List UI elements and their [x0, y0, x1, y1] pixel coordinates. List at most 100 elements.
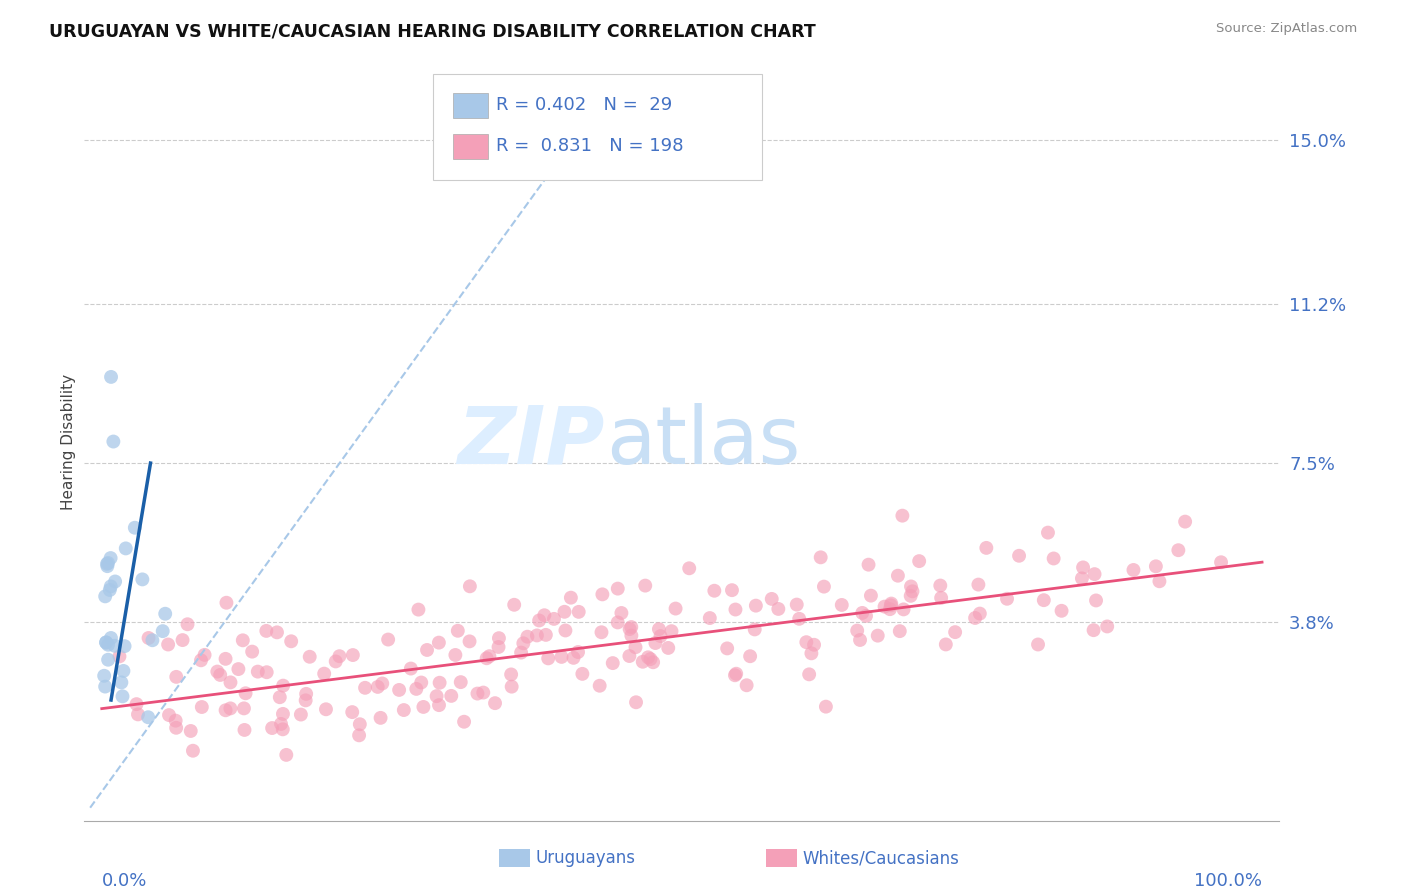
Point	[1050, 604, 1073, 618]
Point	[744, 623, 766, 637]
Point	[965, 611, 987, 625]
Point	[813, 580, 835, 594]
Point	[526, 628, 548, 642]
Point	[484, 696, 506, 710]
Point	[724, 602, 747, 616]
Point	[98, 582, 121, 597]
Point	[745, 599, 768, 613]
Point	[165, 714, 187, 728]
Point	[1095, 619, 1118, 633]
Point	[624, 695, 647, 709]
Point	[290, 707, 312, 722]
Point	[512, 636, 534, 650]
Point	[347, 728, 370, 742]
Point	[371, 676, 394, 690]
Point	[900, 579, 922, 593]
Point	[554, 624, 576, 638]
Point	[591, 587, 613, 601]
Point	[214, 703, 236, 717]
Point	[1083, 623, 1105, 637]
Point	[640, 652, 662, 666]
Point	[104, 574, 127, 589]
Point	[799, 667, 821, 681]
Point	[631, 655, 654, 669]
Point	[735, 678, 758, 692]
Point	[440, 689, 463, 703]
Point	[232, 633, 254, 648]
Point	[280, 634, 302, 648]
Point	[943, 625, 966, 640]
Point	[228, 662, 250, 676]
Point	[478, 649, 501, 664]
Point	[644, 636, 666, 650]
Point	[1071, 571, 1094, 585]
Text: ZIP: ZIP	[457, 402, 605, 481]
Point	[786, 598, 808, 612]
Point	[100, 370, 122, 384]
Point	[108, 649, 131, 664]
Point	[426, 689, 449, 703]
Point	[488, 640, 510, 654]
Point	[256, 665, 278, 680]
Point	[114, 639, 136, 653]
Point	[1026, 638, 1049, 652]
Point	[1008, 549, 1031, 563]
Point	[94, 680, 117, 694]
Point	[232, 701, 254, 715]
Point	[665, 601, 688, 615]
Point	[657, 640, 679, 655]
Point	[1036, 525, 1059, 540]
Point	[295, 687, 318, 701]
Point	[969, 607, 991, 621]
Point	[620, 629, 643, 643]
Point	[879, 602, 901, 616]
Point	[155, 607, 177, 621]
Point	[453, 714, 475, 729]
Point	[416, 643, 439, 657]
Point	[181, 744, 204, 758]
Text: Whites/Caucasians: Whites/Caucasians	[803, 849, 960, 867]
Point	[458, 579, 481, 593]
Point	[887, 568, 910, 582]
Point	[405, 681, 427, 696]
Point	[294, 693, 316, 707]
Point	[298, 649, 321, 664]
Point	[342, 648, 364, 662]
Point	[111, 690, 134, 704]
Text: atlas: atlas	[606, 402, 801, 481]
Point	[935, 637, 957, 651]
Point	[342, 705, 364, 719]
Point	[543, 612, 565, 626]
Point	[503, 598, 526, 612]
Point	[450, 675, 472, 690]
Point	[866, 629, 889, 643]
Point	[1071, 560, 1094, 574]
Point	[610, 606, 633, 620]
Point	[589, 679, 612, 693]
Point	[125, 697, 148, 711]
Text: 100.0%: 100.0%	[1194, 872, 1263, 890]
Point	[553, 605, 575, 619]
Point	[568, 605, 591, 619]
Point	[141, 633, 163, 648]
Point	[215, 596, 238, 610]
Point	[900, 589, 922, 603]
Point	[114, 541, 136, 556]
Point	[110, 675, 132, 690]
Point	[678, 561, 700, 575]
Point	[427, 635, 450, 649]
Point	[97, 556, 120, 570]
Point	[501, 667, 523, 681]
Point	[157, 638, 180, 652]
Point	[354, 681, 377, 695]
Point	[214, 652, 236, 666]
Point	[315, 702, 337, 716]
Point	[96, 635, 118, 649]
Point	[412, 700, 434, 714]
Point	[1144, 559, 1167, 574]
Point	[472, 685, 495, 699]
Text: R =  0.831   N = 198: R = 0.831 N = 198	[496, 137, 683, 155]
Point	[131, 573, 153, 587]
Point	[527, 614, 550, 628]
Point	[270, 717, 292, 731]
